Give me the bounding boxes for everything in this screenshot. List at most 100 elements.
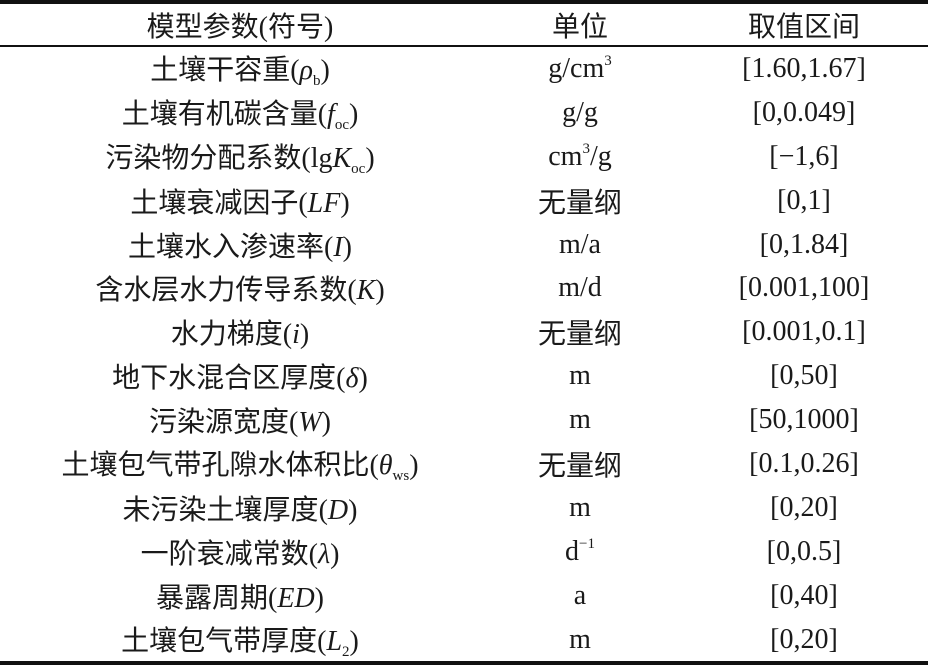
param-symbol: θ bbox=[378, 449, 393, 481]
table-row: 含水层水力传导系数(K) m/d [0.001,100] bbox=[0, 266, 928, 310]
header-unit: 单位 bbox=[480, 2, 680, 47]
param-subscript: oc bbox=[334, 116, 349, 133]
unit: m bbox=[569, 404, 591, 436]
table-row: 未污染土壤厚度(D) m [0,20] bbox=[0, 486, 928, 530]
param-symbol: LF bbox=[307, 187, 341, 219]
unit: cm bbox=[548, 140, 583, 172]
param-name: 污染源宽度 bbox=[149, 407, 290, 439]
unit-cell: m/d bbox=[480, 266, 680, 310]
param-subscript: oc bbox=[351, 160, 366, 177]
param-symbol: f bbox=[327, 98, 335, 130]
param-prefix: lg bbox=[310, 142, 333, 174]
unit: d bbox=[565, 535, 580, 567]
param-symbol: ED bbox=[277, 582, 315, 614]
range-cell: [0,40] bbox=[770, 579, 838, 611]
unit-cell: g/g bbox=[480, 91, 680, 135]
param-name: 一阶衰减常数 bbox=[140, 538, 309, 570]
unit-cell: m bbox=[480, 486, 680, 530]
table-row: 土壤衰减因子(LF) 无量纲 [0,1] bbox=[0, 179, 928, 223]
unit: g/cm bbox=[548, 52, 605, 84]
param-cell: 一阶衰减常数(λ) bbox=[140, 538, 340, 570]
unit: 无量纲 bbox=[537, 319, 622, 351]
param-symbol: λ bbox=[317, 538, 331, 570]
table-row: 地下水混合区厚度(δ) m [0,50] bbox=[0, 354, 928, 398]
range-cell: [0,0.049] bbox=[752, 96, 856, 128]
unit: m bbox=[569, 623, 591, 655]
param-symbol: W bbox=[298, 407, 322, 439]
param-cell: 地下水混合区厚度(δ) bbox=[112, 363, 368, 395]
range-cell: [0.001,100] bbox=[738, 272, 870, 304]
header-param: 模型参数(符号) bbox=[0, 2, 480, 47]
param-subscript: ws bbox=[392, 467, 410, 484]
range-cell: [1.60,1.67] bbox=[742, 52, 866, 84]
unit: a bbox=[573, 579, 587, 611]
param-cell: 土壤包气带孔隙水体积比(θws) bbox=[61, 449, 419, 484]
param-cell: 污染物分配系数(lgKoc) bbox=[105, 142, 375, 177]
param-name: 污染物分配系数 bbox=[105, 142, 302, 174]
unit-superscript: 3 bbox=[582, 140, 590, 157]
unit: m bbox=[569, 491, 591, 523]
unit-cell: m bbox=[480, 618, 680, 664]
param-name: 地下水混合区厚度 bbox=[112, 363, 337, 395]
param-name: 土壤衰减因子 bbox=[130, 187, 299, 219]
unit: g/g bbox=[562, 96, 598, 128]
table-body: 土壤干容重(ρb) g/cm3 [1.60,1.67] 土壤有机碳含量(foc) g/g… bbox=[0, 46, 928, 663]
param-symbol: K bbox=[356, 275, 376, 307]
param-name: 水力梯度 bbox=[170, 319, 283, 351]
range-cell: [0,0.5] bbox=[766, 535, 842, 567]
range-cell: [0,20] bbox=[770, 491, 838, 523]
table-row: 水力梯度(i) 无量纲 [0.001,0.1] bbox=[0, 310, 928, 354]
unit-cell: m/a bbox=[480, 223, 680, 267]
table-row: 污染源宽度(W) m [50,1000] bbox=[0, 398, 928, 442]
unit-cell: 无量纲 bbox=[480, 310, 680, 354]
range-cell: [0.1,0.26] bbox=[749, 447, 859, 479]
param-name: 暴露周期 bbox=[156, 582, 269, 614]
table-row: 暴露周期(ED) a [0,40] bbox=[0, 574, 928, 618]
param-cell: 含水层水力传导系数(K) bbox=[95, 275, 385, 307]
param-name: 未污染土壤厚度 bbox=[122, 494, 319, 526]
unit-tail: /g bbox=[589, 140, 612, 172]
unit-superscript: −1 bbox=[579, 535, 595, 552]
range-cell: [50,1000] bbox=[749, 404, 859, 436]
unit: m/a bbox=[559, 228, 601, 260]
unit: 无量纲 bbox=[537, 187, 622, 219]
range-cell: [0,1] bbox=[777, 184, 831, 216]
unit: m bbox=[569, 360, 591, 392]
param-subscript: 2 bbox=[342, 643, 350, 660]
param-subscript: b bbox=[312, 72, 321, 89]
unit-cell: 无量纲 bbox=[480, 442, 680, 486]
table-row: 污染物分配系数(lgKoc) cm3/g [−1,6] bbox=[0, 135, 928, 179]
param-name: 土壤干容重 bbox=[150, 54, 291, 86]
param-cell: 土壤包气带厚度(L2) bbox=[121, 625, 359, 660]
param-cell: 土壤干容重(ρb) bbox=[150, 54, 330, 89]
param-cell: 暴露周期(ED) bbox=[156, 582, 324, 614]
range-cell: [0.001,0.1] bbox=[742, 316, 866, 348]
param-name: 含水层水力传导系数 bbox=[95, 275, 348, 307]
param-symbol: K bbox=[332, 142, 352, 174]
param-name: 土壤水入渗速率 bbox=[128, 231, 325, 263]
unit-cell: g/cm3 bbox=[480, 46, 680, 91]
param-symbol: i bbox=[292, 319, 300, 351]
unit-cell: m bbox=[480, 354, 680, 398]
table-row: 土壤干容重(ρb) g/cm3 [1.60,1.67] bbox=[0, 46, 928, 91]
table-row: 土壤有机碳含量(foc) g/g [0,0.049] bbox=[0, 91, 928, 135]
param-name: 土壤有机碳含量 bbox=[121, 98, 318, 130]
param-cell: 未污染土壤厚度(D) bbox=[122, 494, 358, 526]
param-cell: 土壤水入渗速率(I) bbox=[128, 231, 352, 263]
param-name: 土壤包气带厚度 bbox=[121, 625, 318, 657]
param-name: 土壤包气带孔隙水体积比 bbox=[61, 449, 370, 481]
unit: m/d bbox=[558, 272, 602, 304]
unit: 无量纲 bbox=[537, 450, 622, 482]
unit-cell: m bbox=[480, 398, 680, 442]
param-symbol: ρ bbox=[299, 54, 313, 86]
table-row: 土壤水入渗速率(I) m/a [0,1.84] bbox=[0, 223, 928, 267]
unit-cell: d−1 bbox=[480, 530, 680, 574]
param-symbol: δ bbox=[345, 363, 359, 395]
table-row: 土壤包气带厚度(L2) m [0,20] bbox=[0, 618, 928, 664]
header-row: 模型参数(符号) 单位 取值区间 bbox=[0, 2, 928, 47]
param-symbol: L bbox=[326, 625, 343, 657]
range-cell: [0,1.84] bbox=[759, 228, 849, 260]
table-row: 一阶衰减常数(λ) d−1 [0,0.5] bbox=[0, 530, 928, 574]
range-cell: [0,20] bbox=[770, 623, 838, 655]
